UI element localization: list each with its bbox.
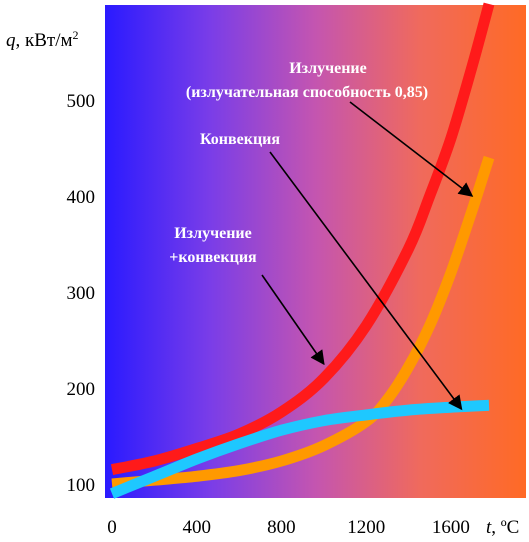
y-axis-ticks: 100 200 300 400 500 <box>67 91 96 496</box>
y-tick-label-0: 100 <box>67 475 96 496</box>
annotation-arrows <box>261 101 474 411</box>
series-0-line <box>110 2 495 475</box>
annotation-arrow-0 <box>349 101 474 197</box>
label-radiation-line2: (излучательная способность 0,85) <box>186 84 428 101</box>
annotation-arrow-2 <box>261 274 325 366</box>
y-axis-title: q, кВт/м2 <box>6 28 79 51</box>
x-tick-label-1: 400 <box>182 517 211 538</box>
y-tick-label-1: 200 <box>67 379 96 400</box>
label-combined-line2: +конвекция <box>169 249 257 266</box>
series-2-line <box>109 399 490 499</box>
x-axis-ticks: 0 400 800 1200 1600 <box>107 517 470 538</box>
x-tick-label-0: 0 <box>107 517 117 538</box>
y-tick-label-2: 300 <box>67 283 96 304</box>
x-axis-title: t, ºC <box>486 517 519 538</box>
x-tick-label-2: 800 <box>267 517 296 538</box>
label-combined-line1: Излучение <box>174 225 252 242</box>
series-layer <box>109 2 495 499</box>
x-tick-label-4: 1600 <box>432 517 470 538</box>
y-tick-label-3: 400 <box>67 187 96 208</box>
label-convection: Конвекция <box>200 131 280 148</box>
label-radiation-line1: Излучение <box>289 60 367 77</box>
series-1-line <box>111 155 495 490</box>
y-tick-label-4: 500 <box>67 91 96 112</box>
annotation-arrow-1 <box>269 151 463 411</box>
x-tick-label-3: 1200 <box>347 517 385 538</box>
